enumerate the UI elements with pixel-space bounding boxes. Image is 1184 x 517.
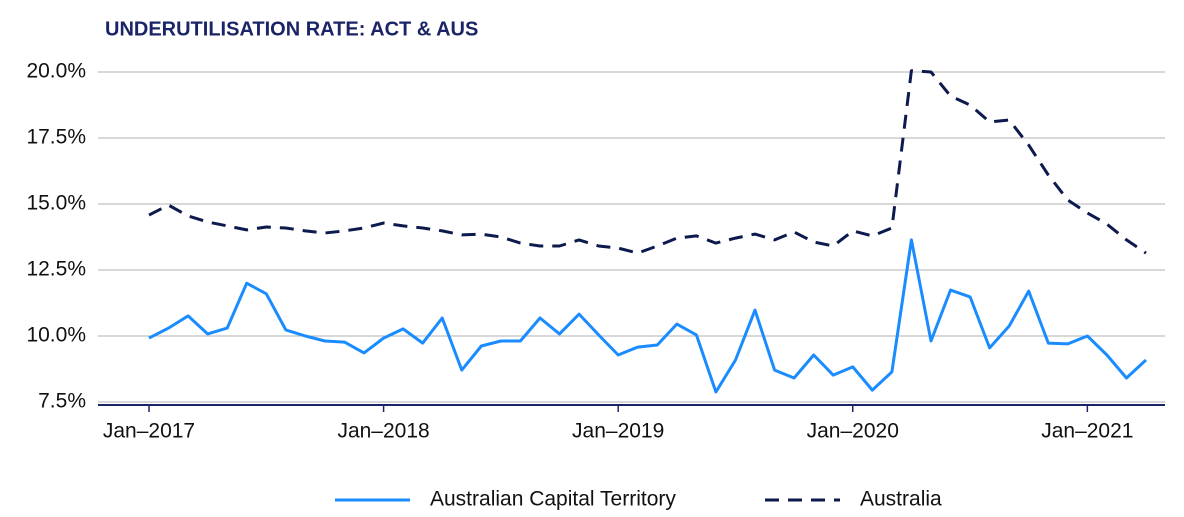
series-line xyxy=(148,69,1147,255)
legend-label: Australia xyxy=(860,488,942,511)
y-tick-label: 15.0% xyxy=(26,192,86,215)
x-tick-label: Jan–2021 xyxy=(1041,420,1133,443)
y-tick-label: 20.0% xyxy=(26,60,86,83)
x-tick-label: Jan–2019 xyxy=(572,420,664,443)
y-tick-label: 17.5% xyxy=(26,126,86,149)
x-tick-label: Jan–2018 xyxy=(337,420,429,443)
y-tick-label: 10.0% xyxy=(26,324,86,347)
series-line xyxy=(148,238,1148,394)
x-tick-label: Jan–2017 xyxy=(103,420,195,443)
legend-label: Australian Capital Territory xyxy=(430,488,676,511)
y-tick-label: 7.5% xyxy=(38,390,86,413)
chart-title: UNDERUTILISATION RATE: ACT & AUS xyxy=(105,18,478,40)
y-tick-label: 12.5% xyxy=(26,258,86,281)
x-tick-label: Jan–2020 xyxy=(807,420,899,443)
